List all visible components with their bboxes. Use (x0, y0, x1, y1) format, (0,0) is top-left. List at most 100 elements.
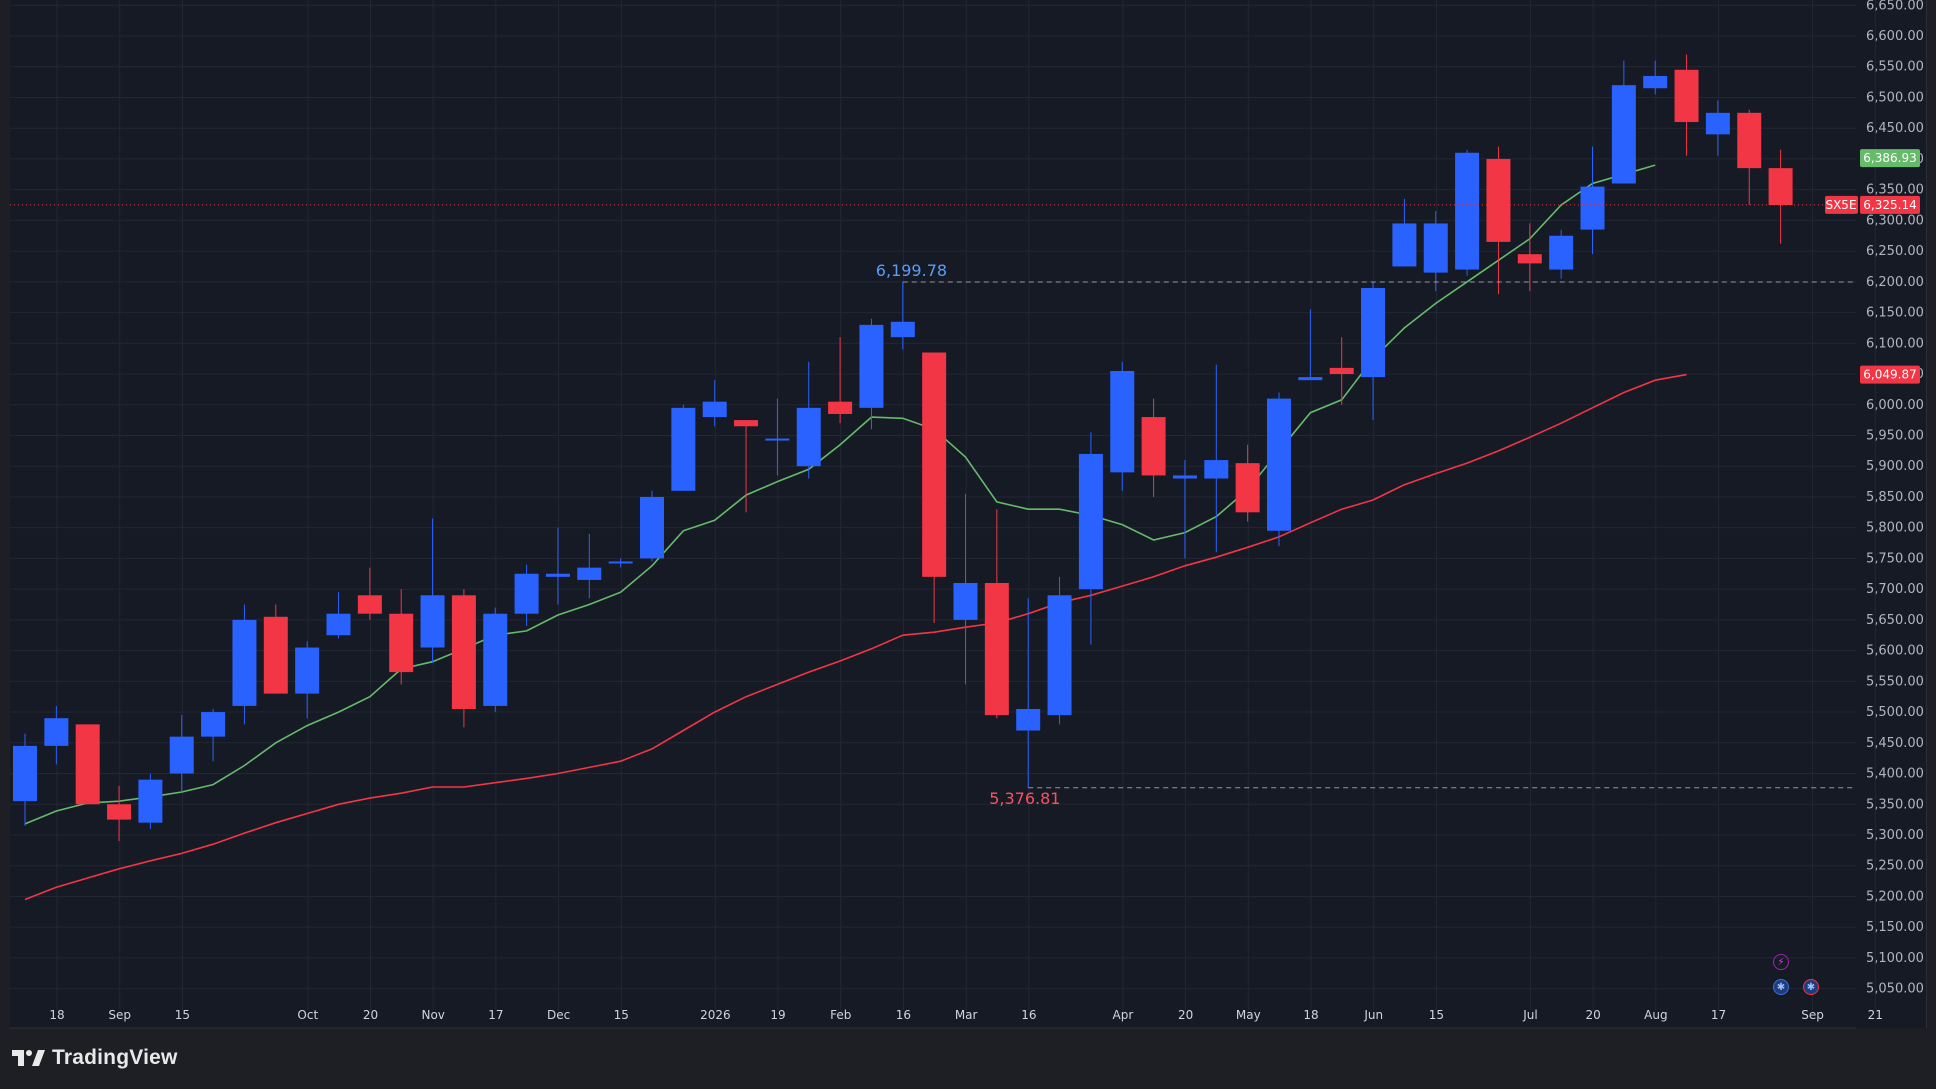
x-tick-label: Sep (1801, 1008, 1824, 1022)
y-tick-label: 5,700.00 (1866, 582, 1924, 597)
candle-body[interactable] (44, 718, 69, 746)
candle-body[interactable] (169, 736, 194, 774)
x-tick-label: Feb (830, 1008, 851, 1022)
candle-body[interactable] (1643, 75, 1668, 89)
candle-body[interactable] (1423, 223, 1448, 273)
candle-body[interactable] (389, 613, 414, 673)
candle-body[interactable] (1486, 158, 1511, 242)
candle-body[interactable] (577, 567, 602, 580)
candle-body[interactable] (1737, 112, 1762, 169)
y-tick-label: 5,100.00 (1866, 951, 1924, 966)
candle-body[interactable] (295, 647, 320, 694)
event-blue-icon[interactable]: ✱ (1773, 979, 1789, 995)
candle-body[interactable] (1329, 367, 1354, 375)
candle-body[interactable] (1361, 287, 1386, 378)
x-tick-label: 18 (1303, 1008, 1318, 1022)
x-tick-label: Aug (1644, 1008, 1667, 1022)
candle-body[interactable] (890, 321, 915, 338)
y-tick-label: 5,650.00 (1866, 613, 1924, 628)
y-tick-label: 6,600.00 (1866, 29, 1924, 44)
y-tick-label: 6,200.00 (1866, 275, 1924, 290)
candle-body[interactable] (922, 352, 947, 577)
y-tick-label: 6,500.00 (1866, 90, 1924, 105)
candle-body[interactable] (232, 619, 257, 706)
candle-body[interactable] (1549, 235, 1574, 270)
candle-body[interactable] (1298, 377, 1323, 381)
y-tick-label: 5,200.00 (1866, 889, 1924, 904)
ma-slow-price-badge-text: 6,049.87 (1863, 368, 1916, 382)
x-tick-label: 20 (363, 1008, 378, 1022)
candle-body[interactable] (13, 745, 37, 802)
x-tick-label: 20 (1178, 1008, 1193, 1022)
candle-body[interactable] (734, 420, 759, 427)
x-tick-label: 21 (1868, 1008, 1883, 1022)
x-tick-label: 15 (614, 1008, 629, 1022)
y-tick-label: 5,850.00 (1866, 490, 1924, 505)
y-tick-label: 5,950.00 (1866, 428, 1924, 443)
candle-body[interactable] (1016, 708, 1041, 731)
candle-body[interactable] (483, 613, 508, 706)
x-tick-label: 17 (488, 1008, 503, 1022)
x-tick-label: Mar (955, 1008, 978, 1022)
candle-body[interactable] (702, 401, 727, 418)
y-tick-label: 5,050.00 (1866, 982, 1924, 997)
candle-body[interactable] (514, 573, 539, 614)
x-tick-label: May (1236, 1008, 1261, 1022)
y-tick-label: 5,350.00 (1866, 797, 1924, 812)
x-tick-label: Jun (1363, 1008, 1383, 1022)
event-red-icon[interactable]: ✱ (1803, 979, 1819, 995)
last-price-badge (1860, 195, 1920, 214)
candle-body[interactable] (326, 613, 351, 636)
candle-body[interactable] (1611, 85, 1636, 184)
candle-body[interactable] (138, 779, 163, 823)
candle-body[interactable] (451, 595, 476, 709)
chart-pane[interactable] (10, 0, 1927, 1028)
candle-body[interactable] (1110, 370, 1135, 473)
candle-body[interactable] (1768, 168, 1793, 206)
candle-body[interactable] (828, 401, 853, 414)
candle-body[interactable] (1267, 398, 1291, 531)
candle-body[interactable] (765, 438, 790, 441)
y-tick-label: 5,550.00 (1866, 674, 1924, 689)
candle-body[interactable] (1047, 595, 1072, 716)
y-tick-label: 5,900.00 (1866, 459, 1924, 474)
candle-body[interactable] (1674, 69, 1699, 123)
last-price-badge-text: 6,325.14 (1863, 198, 1916, 212)
candle-body[interactable] (859, 324, 884, 408)
candle-body[interactable] (796, 407, 821, 467)
brand-name: TradingView (52, 1046, 178, 1069)
candle-body[interactable] (1078, 453, 1103, 590)
candle-body[interactable] (545, 573, 570, 577)
tradingview-brand[interactable]: TradingView (12, 1046, 178, 1070)
moving-average-slow (24, 373, 1687, 901)
candle-body[interactable] (1235, 463, 1260, 513)
price-chart[interactable]: 6,650.00 6,600.00 6,550.00 6,500.00 6,450.00… (0, 0, 1936, 1040)
candle-body[interactable] (1517, 254, 1542, 264)
candle-body[interactable] (640, 496, 664, 559)
x-tick-label: Nov (421, 1008, 444, 1022)
candle-body[interactable] (953, 582, 978, 620)
ma-slow-price-badge (1860, 365, 1920, 384)
y-tick-label: 5,300.00 (1866, 828, 1924, 843)
candle-body[interactable] (107, 804, 132, 820)
candle-body[interactable] (608, 561, 633, 564)
candle-body[interactable] (984, 582, 1009, 716)
candle-body[interactable] (1580, 186, 1605, 230)
x-tick-label: 17 (1711, 1008, 1726, 1022)
y-tick-label: 5,600.00 (1866, 644, 1924, 659)
candle-body[interactable] (420, 595, 445, 648)
candle-body[interactable] (357, 595, 382, 614)
candle-body[interactable] (1141, 417, 1166, 476)
candle-body[interactable] (75, 724, 100, 805)
candle-body[interactable] (1204, 460, 1229, 479)
x-tick-label: Dec (547, 1008, 570, 1022)
candle-body[interactable] (1392, 223, 1417, 267)
candle-body[interactable] (201, 712, 226, 737)
candle-body[interactable] (263, 616, 288, 694)
candle-body[interactable] (1705, 112, 1730, 135)
lightning-icon[interactable]: ⚡ (1773, 954, 1789, 970)
x-tick-label: 16 (1021, 1008, 1036, 1022)
candle-body[interactable] (1172, 475, 1197, 479)
candle-body[interactable] (1455, 152, 1480, 270)
candle-body[interactable] (671, 407, 696, 491)
